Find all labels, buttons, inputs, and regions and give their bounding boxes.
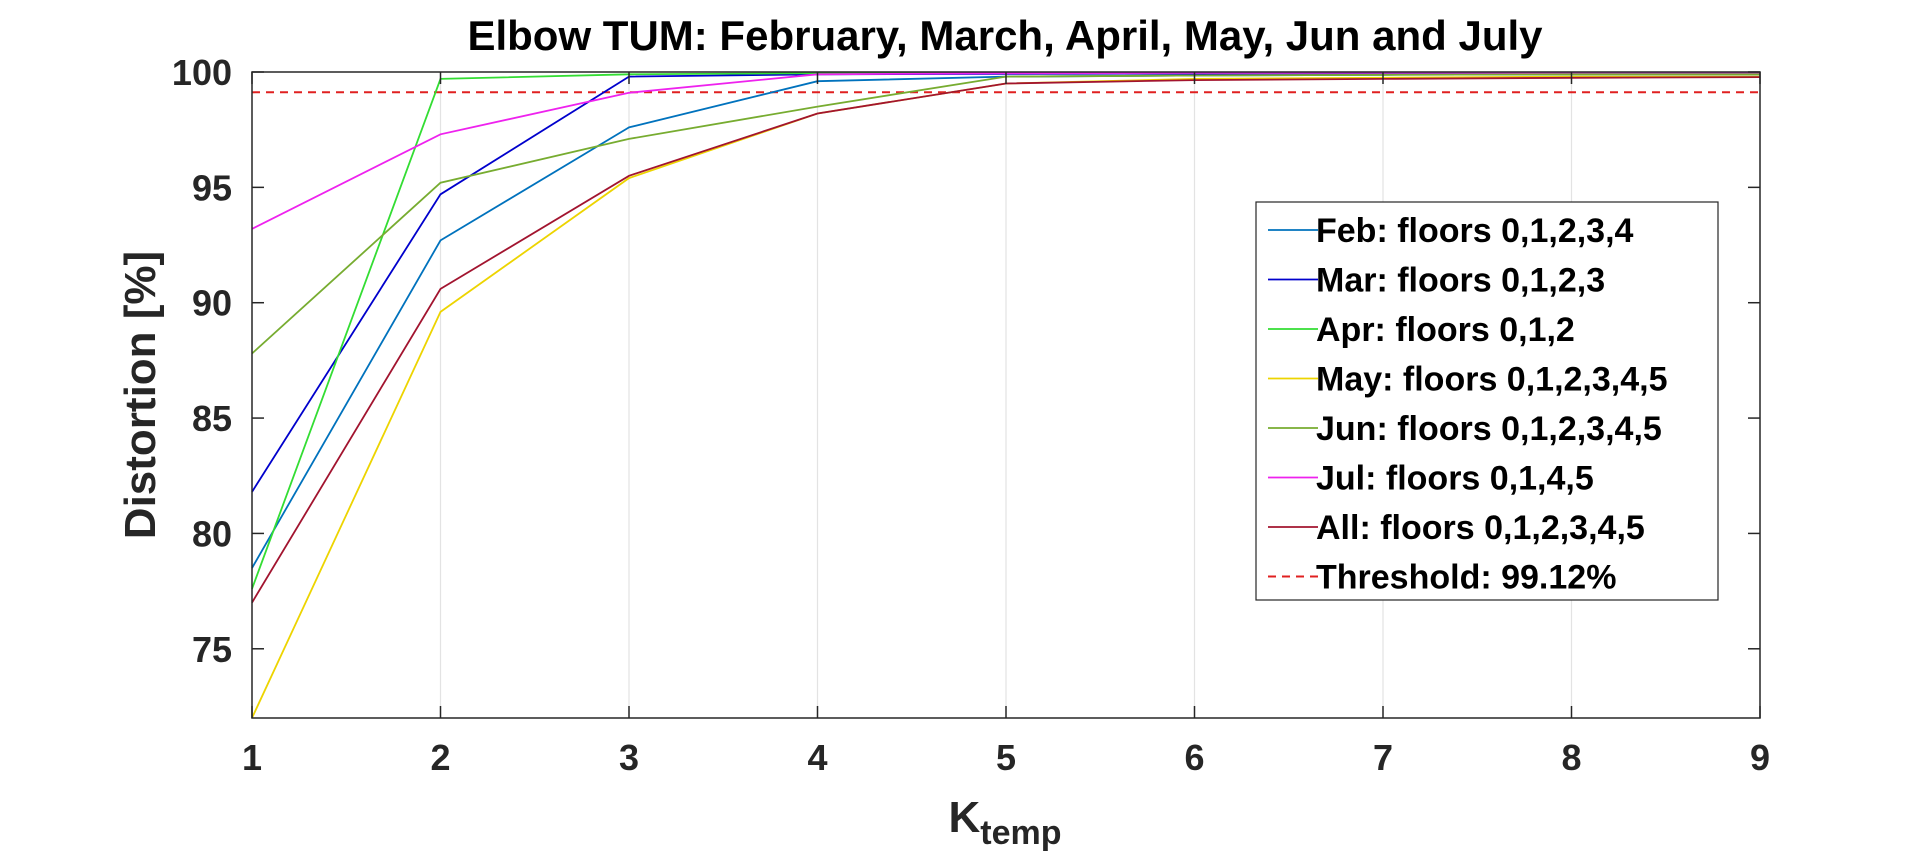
legend-label-1: Feb: floors 0,1,2,3,4 xyxy=(1316,212,1634,250)
legend-label-3: Apr: floors 0,1,2 xyxy=(1316,311,1575,349)
x-axis-label-subscript: temp xyxy=(980,814,1061,852)
y-tick-label: 75 xyxy=(192,629,232,670)
axis-ticks: 1 2 3 4 5 6 7 8 9 75 80 85 90 95 100 xyxy=(172,52,1770,778)
x-tick-label: 3 xyxy=(619,737,639,778)
x-tick-label: 1 xyxy=(242,737,262,778)
y-tick-label: 100 xyxy=(172,52,232,93)
legend-label-8: Threshold: 99.12% xyxy=(1316,559,1616,597)
x-tick-label: 2 xyxy=(430,737,450,778)
x-tick-label: 5 xyxy=(996,737,1016,778)
x-axis-label-main: K xyxy=(948,793,980,842)
chart-title: Elbow TUM: February, March, April, May, … xyxy=(467,12,1543,59)
legend-label-2: Mar: floors 0,1,2,3 xyxy=(1316,262,1605,300)
x-tick-label: 4 xyxy=(807,737,827,778)
legend-box xyxy=(1255,201,1719,601)
y-tick-label: 80 xyxy=(192,513,232,554)
x-axis-label: Ktemp xyxy=(948,793,1061,852)
x-tick-label: 6 xyxy=(1184,737,1204,778)
x-tick-label: 8 xyxy=(1561,737,1581,778)
y-tick-label: 95 xyxy=(192,167,232,208)
x-tick-label: 9 xyxy=(1750,737,1770,778)
y-axis-label: Distortion [%] xyxy=(116,251,165,539)
legend-label-5: Jun: floors 0,1,2,3,4,5 xyxy=(1316,410,1662,448)
y-tick-label: 90 xyxy=(192,283,232,324)
x-tick-label: 7 xyxy=(1373,737,1393,778)
legend-label-6: Jul: floors 0,1,4,5 xyxy=(1316,460,1594,498)
legend: Feb: floors 0,1,2,3,4 Mar: floors 0,1,2,3… xyxy=(1255,201,1719,601)
y-tick-label: 85 xyxy=(192,398,232,439)
legend-label-7: All: floors 0,1,2,3,4,5 xyxy=(1316,509,1645,547)
legend-label-4: May: floors 0,1,2,3,4,5 xyxy=(1316,361,1668,399)
